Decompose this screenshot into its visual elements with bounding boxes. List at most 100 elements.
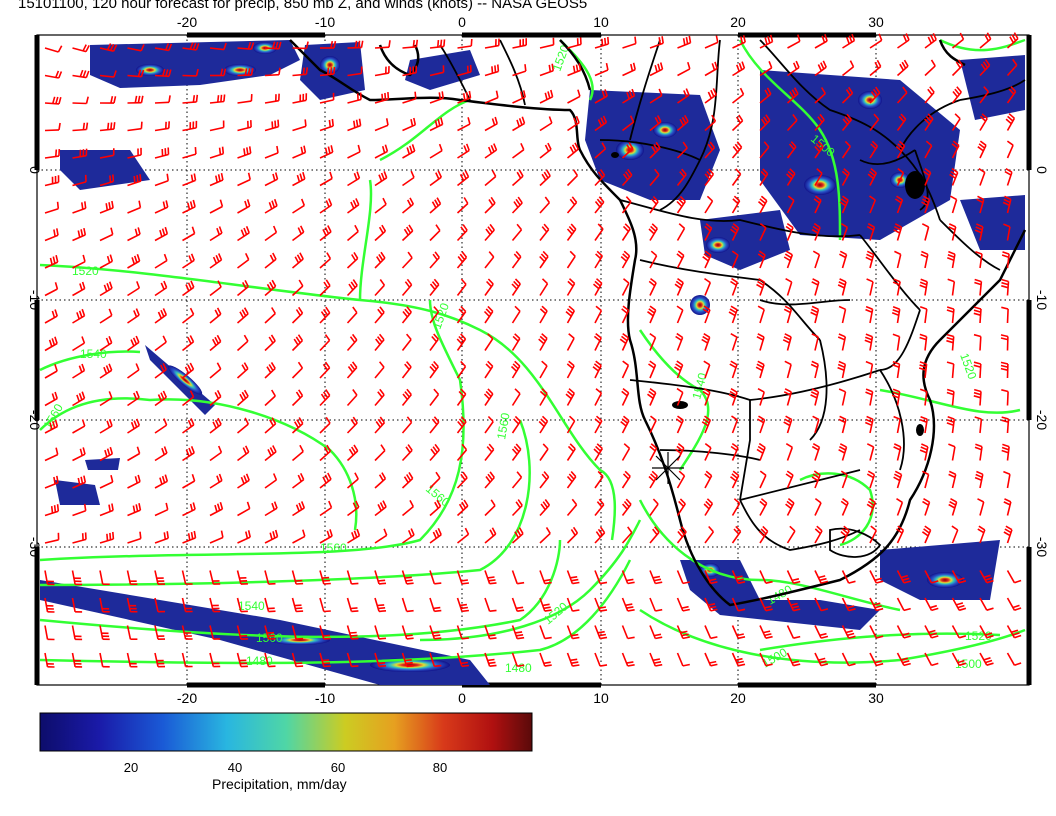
wind-barb [209, 172, 224, 187]
wind-barb [209, 199, 224, 214]
wind-barb [951, 652, 967, 667]
wind-barb [126, 625, 138, 641]
lon-tick-bottom: 0 [458, 690, 466, 706]
wind-barb [703, 360, 711, 379]
wind-barb [594, 223, 604, 241]
wind-barb [72, 44, 90, 53]
colorbar-tick: 20 [124, 760, 138, 775]
wind-barb [621, 360, 630, 379]
wind-barb [1003, 498, 1012, 516]
wind-barb [785, 497, 795, 516]
wind-barb [539, 63, 554, 77]
wind-barb [814, 113, 825, 132]
wind-barb [99, 308, 113, 324]
wind-barb [621, 498, 632, 516]
wind-barb [154, 226, 169, 242]
wind-barb [704, 277, 712, 296]
wind-barb [292, 501, 306, 517]
lon-tick-bottom: -10 [315, 690, 335, 706]
wind-barb [237, 473, 250, 489]
wind-barb [924, 59, 936, 77]
wind-barb [346, 416, 358, 434]
wind-barb [865, 305, 874, 324]
wind-barb [566, 223, 577, 241]
wind-barb [594, 415, 603, 434]
wind-barb [126, 570, 138, 586]
wind-barb [346, 361, 358, 379]
wind-barb [649, 652, 663, 667]
wind-barb [401, 416, 413, 434]
wind-barb [401, 306, 412, 324]
wind-barb [948, 498, 958, 516]
wind-barb [237, 120, 252, 132]
wind-barb [429, 597, 442, 613]
wind-barb [291, 334, 304, 352]
wind-barb [730, 222, 740, 241]
wind-barb [319, 225, 332, 242]
wind-barb [1005, 113, 1016, 131]
wind-barb [1003, 223, 1011, 241]
wind-barb [429, 333, 439, 351]
wind-barb [621, 570, 635, 585]
wind-barb [1006, 597, 1022, 611]
wind-barb [757, 387, 765, 406]
wind-barb [759, 498, 768, 516]
wind-barb [181, 625, 193, 640]
wind-barb [759, 168, 769, 186]
wind-barb [484, 170, 497, 187]
wind-barb [730, 442, 739, 461]
wind-barb [732, 35, 746, 49]
wind-barb [72, 201, 87, 214]
wind-barb [539, 305, 548, 324]
wind-barb [374, 500, 387, 517]
lon-tick-top: 0 [458, 14, 466, 30]
wind-barb [291, 389, 304, 407]
wind-barb [346, 652, 359, 668]
wind-barb [456, 499, 469, 517]
wind-barb [374, 306, 385, 324]
wind-barb [319, 625, 331, 640]
wind-barb [264, 473, 278, 489]
wind-barb [893, 223, 903, 241]
wind-barb [622, 88, 636, 104]
wind-barb [923, 167, 932, 186]
wind-barb [127, 174, 142, 187]
svg-text:1560: 1560 [494, 411, 512, 440]
wind-barb [866, 497, 877, 516]
wind-barb [374, 197, 387, 214]
wind-barb [837, 278, 847, 296]
wind-barb [99, 391, 113, 407]
wind-barb [264, 67, 281, 77]
wind-barb [456, 597, 469, 613]
wind-barb [99, 531, 115, 544]
wind-barb [676, 526, 687, 544]
wind-barb [756, 442, 766, 461]
wind-barb [374, 251, 386, 269]
wind-barb [44, 447, 59, 462]
wind-barb [72, 148, 88, 159]
wind-barb [402, 117, 417, 132]
wind-barbs [44, 32, 1022, 668]
wind-barb [978, 168, 986, 186]
wind-barb [264, 417, 277, 434]
wind-barb [127, 308, 140, 324]
wind-barb [456, 388, 467, 406]
wind-barb [99, 43, 118, 52]
wind-barb [182, 530, 197, 544]
wind-barb [1000, 361, 1009, 379]
wind-barb [539, 142, 552, 159]
wind-barb [539, 278, 549, 296]
wind-barb [44, 255, 59, 269]
wind-barb [704, 35, 719, 49]
wind-barb [374, 597, 387, 613]
wind-barb [320, 40, 337, 49]
wind-barb [72, 475, 87, 489]
wind-barb [566, 652, 580, 667]
wind-barb [539, 196, 551, 214]
wind-barb [921, 470, 930, 489]
wind-barb [539, 388, 548, 406]
wind-barb [1006, 652, 1022, 666]
wind-barb [429, 471, 441, 489]
wind-barb [869, 525, 878, 544]
wind-barb [127, 95, 144, 104]
